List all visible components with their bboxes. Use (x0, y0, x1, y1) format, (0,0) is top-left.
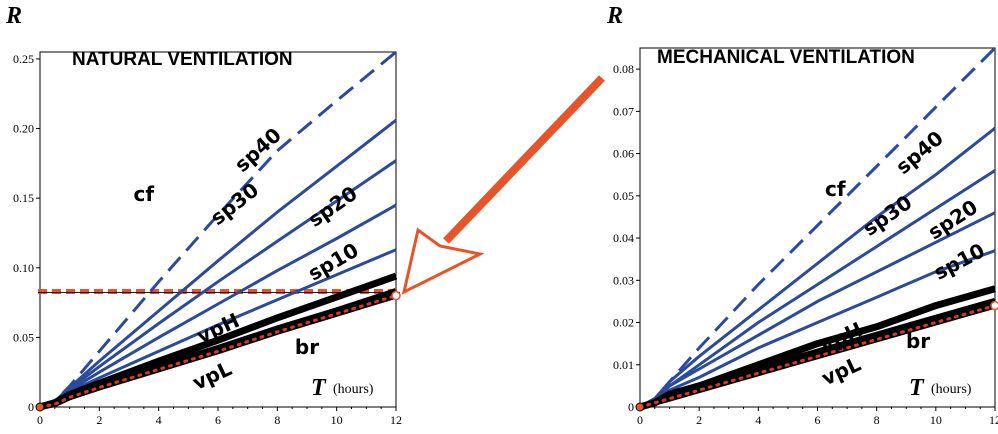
mechanical-ventilation-chart: 0 2 4 6 8 10 12 0 0.01 0.02 0.03 0.04 0.05 0.06 0.07 0.… (606, 3, 998, 427)
curve-label-br: br (295, 335, 319, 359)
y-tick-label: 0.05 (13, 330, 34, 344)
x-tick-label: 4 (755, 413, 761, 427)
curve-label-cf: cf (825, 177, 846, 201)
x-tick-label: 0 (37, 413, 43, 427)
x-tick-label: 2 (96, 413, 102, 427)
x-tick-label: 8 (274, 413, 280, 427)
y-tick-label: 0.10 (13, 261, 34, 275)
highlight-arrow (404, 78, 602, 292)
y-tick-label: 0 (28, 400, 34, 414)
natural-ventilation-chart: 0 2 4 6 8 10 12 0 0.05 0.10 0.15 0.20 0.25 R T (hours) N… (5, 3, 402, 427)
x-axis-unit: (hours) (931, 382, 972, 397)
x-tick-label: 2 (696, 413, 702, 427)
chart-title: NATURAL VENTILATION (72, 49, 293, 70)
y-tick-label: 0 (628, 400, 634, 414)
curve-label-br: br (906, 329, 930, 353)
x-tick-label: 12 (989, 413, 998, 427)
y-axis-title: R (5, 3, 22, 29)
x-tick-label: 6 (215, 413, 221, 427)
curve-label-sp10: sp10 (930, 238, 989, 285)
origin-marker (36, 403, 44, 411)
x-axis-unit: (hours) (333, 382, 374, 397)
curve-label-sp30: sp30 (858, 190, 916, 241)
y-tick-label: 0.02 (613, 316, 634, 330)
chart-title: MECHANICAL VENTILATION (657, 47, 915, 68)
curve-label-sp20: sp20 (924, 195, 982, 245)
end-marker (991, 302, 998, 310)
x-tick-label: 12 (390, 413, 402, 427)
curve-label-sp10: sp10 (304, 238, 363, 286)
x-axis-title: T (311, 375, 327, 401)
y-tick-label: 0.15 (13, 191, 34, 205)
curve-label-sp30: sp30 (206, 178, 263, 230)
origin-marker (636, 403, 644, 411)
y-tick-label: 0.07 (613, 104, 634, 118)
y-tick-label: 0.06 (613, 147, 634, 161)
curve-label-sp20: sp20 (304, 181, 362, 232)
y-tick-label: 0.08 (613, 62, 634, 76)
y-tick-label: 0.04 (613, 231, 634, 245)
x-tick-label: 8 (874, 413, 880, 427)
x-tick-label: 10 (930, 413, 942, 427)
x-tick-label: 10 (331, 413, 343, 427)
y-tick-label: 0.03 (613, 273, 634, 287)
curve-label-vpL: vpL (189, 356, 236, 395)
x-tick-label: 4 (156, 413, 162, 427)
y-axis-title: R (606, 3, 623, 29)
x-axis-title: T (909, 375, 925, 401)
y-tick-label: 0.01 (613, 358, 634, 372)
end-marker (392, 292, 400, 300)
curve-label-cf: cf (134, 182, 155, 206)
y-tick-label: 0.05 (613, 189, 634, 203)
x-tick-label: 6 (815, 413, 821, 427)
y-tick-label: 0.20 (13, 122, 34, 136)
y-tick-label: 0.25 (13, 52, 34, 66)
x-tick-label: 0 (637, 413, 643, 427)
curve-label-vpL: vpL (818, 352, 865, 391)
series-line-sp20 (640, 213, 995, 407)
